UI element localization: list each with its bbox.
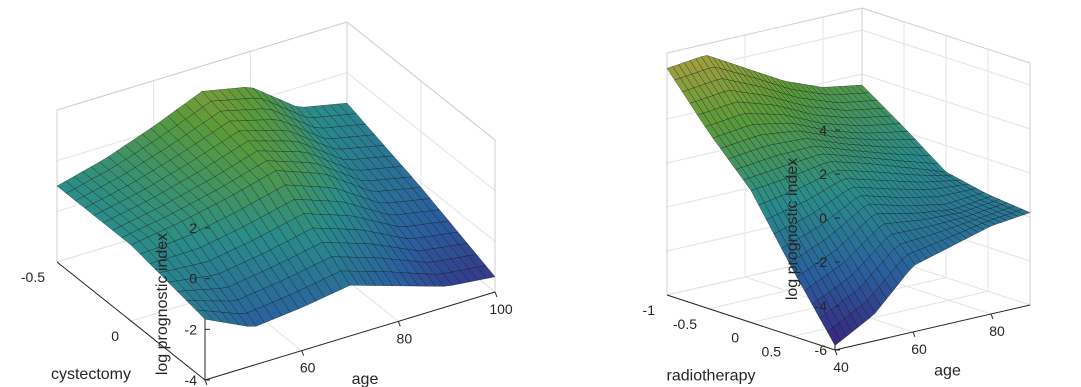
- x-tick-label: 60: [300, 360, 316, 376]
- x-tick-label: 80: [397, 330, 413, 346]
- z-axis-label: log prognostic index: [784, 158, 801, 300]
- x-tick-label: 40: [833, 359, 849, 375]
- x-tick-label: 100: [489, 301, 513, 317]
- surface-patch: [827, 327, 841, 346]
- x-tick-label: 80: [989, 323, 1005, 339]
- z-tick-label: -4: [815, 298, 828, 314]
- surface-patch: [195, 309, 214, 321]
- x-axis-label: age: [934, 363, 961, 380]
- tick-labels: 406080100-0.500.5-4-202: [21, 220, 513, 387]
- z-tick-label: 0: [819, 210, 827, 226]
- z-tick-label: -2: [185, 321, 198, 337]
- z-tick-label: 2: [189, 220, 197, 236]
- y-tick-label: -0.5: [673, 316, 697, 332]
- x-tick-label: 60: [911, 341, 927, 357]
- y-tick-label: -0.5: [21, 269, 45, 285]
- z-tick-label: -4: [185, 372, 198, 387]
- y-tick-label: 0: [111, 328, 119, 344]
- z-axis-label: log prognostic index: [154, 233, 171, 375]
- z-tick-label: 0: [189, 271, 197, 287]
- surface-mesh: [56, 87, 496, 327]
- chart-radiotherapy: 40 60 80 -1 -0.5 0 0.5 -6 -4 -2 0 2 4 age radiotherapy…: [643, 7, 1031, 385]
- y-axis-label: radiotherapy: [667, 368, 756, 385]
- surface-mesh: [666, 55, 1031, 346]
- y-tick-label: 0.5: [762, 343, 782, 359]
- y-tick-label: 0: [731, 330, 739, 346]
- chart-cystectomy: 406080100-0.500.5-4-202agecystectomylog …: [21, 21, 513, 387]
- y-axis-label: cystectomy: [51, 366, 131, 383]
- tick-labels: 40 60 80 -1 -0.5 0 0.5 -6 -4 -2 0 2 4: [643, 122, 1005, 375]
- x-axis-label: age: [352, 371, 379, 387]
- z-tick-label: 4: [819, 122, 827, 138]
- z-tick-label: -2: [815, 254, 828, 270]
- z-tick-label: 2: [819, 166, 827, 182]
- z-tick-label: -6: [815, 342, 828, 358]
- y-tick-label: -1: [643, 302, 656, 318]
